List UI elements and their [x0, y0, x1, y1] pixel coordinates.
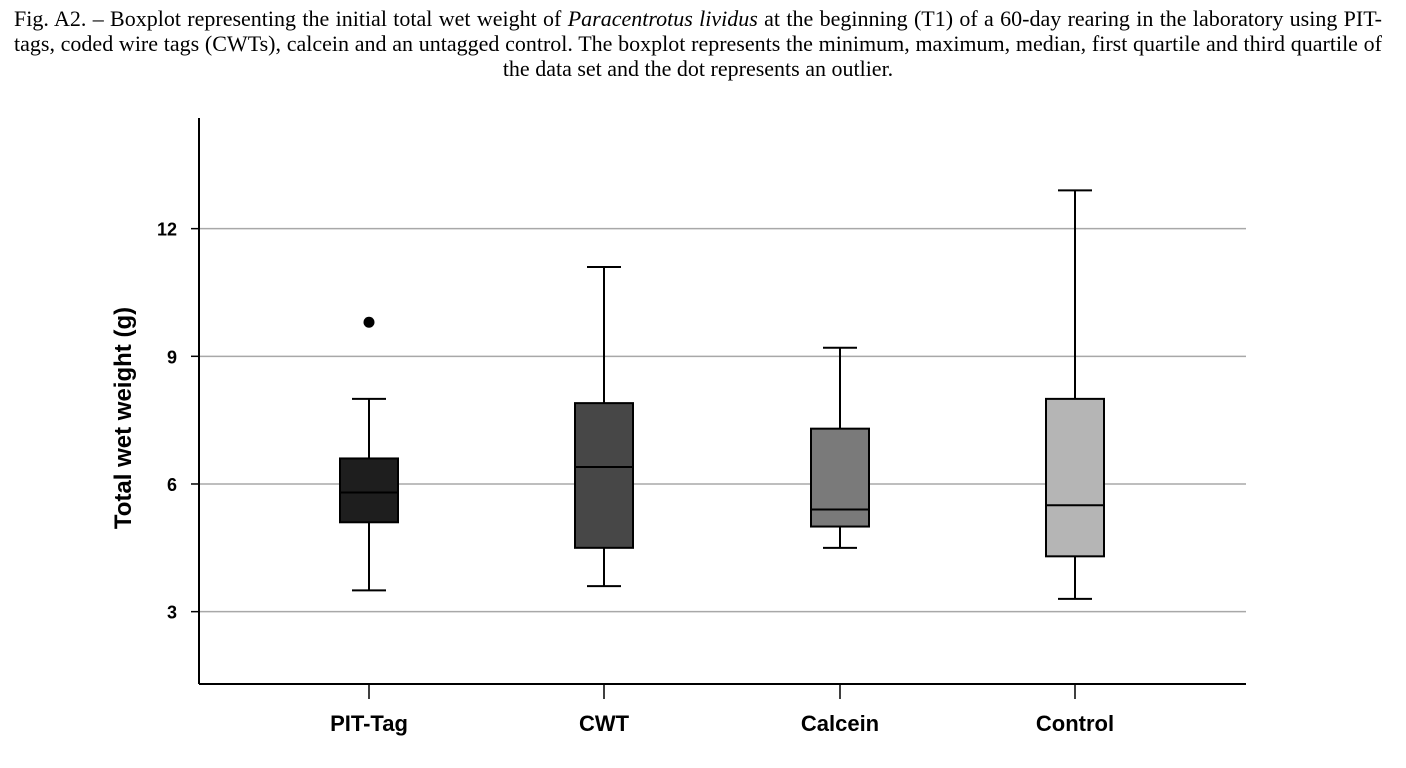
y-axis-title: Total wet weight (g) — [110, 307, 137, 529]
y-tick-label: 12 — [157, 220, 177, 240]
x-category-label: PIT-Tag — [330, 711, 408, 736]
x-category-label: Calcein — [801, 711, 879, 736]
box-group — [574, 265, 634, 588]
labels: 3 6 9 12 Total wet weight (g) PIT-Tag CWT Calce… — [110, 220, 1114, 736]
box-group — [339, 316, 399, 592]
y-tick-label: 3 — [167, 603, 177, 623]
axes — [191, 118, 1246, 699]
iqr-box — [810, 427, 870, 528]
box-group — [810, 346, 870, 549]
caption-suffix: at the beginning (T1) of a 60-day rearin… — [14, 6, 1382, 81]
caption-species: Paracentrotus lividus — [567, 6, 758, 31]
iqr-box — [574, 402, 634, 549]
figure-caption: Fig. A2. – Boxplot representing the init… — [14, 6, 1382, 81]
caption-prefix: Fig. A2. – Boxplot representing the init… — [14, 6, 568, 31]
y-tick-label: 9 — [167, 347, 177, 367]
iqr-box — [1045, 397, 1105, 558]
x-category-label: Control — [1036, 711, 1114, 736]
outlier-point — [363, 316, 375, 328]
box-group — [1045, 189, 1105, 600]
y-tick-label: 6 — [167, 475, 177, 495]
iqr-box — [339, 457, 399, 524]
boxes — [339, 189, 1105, 600]
x-category-label: CWT — [579, 711, 630, 736]
